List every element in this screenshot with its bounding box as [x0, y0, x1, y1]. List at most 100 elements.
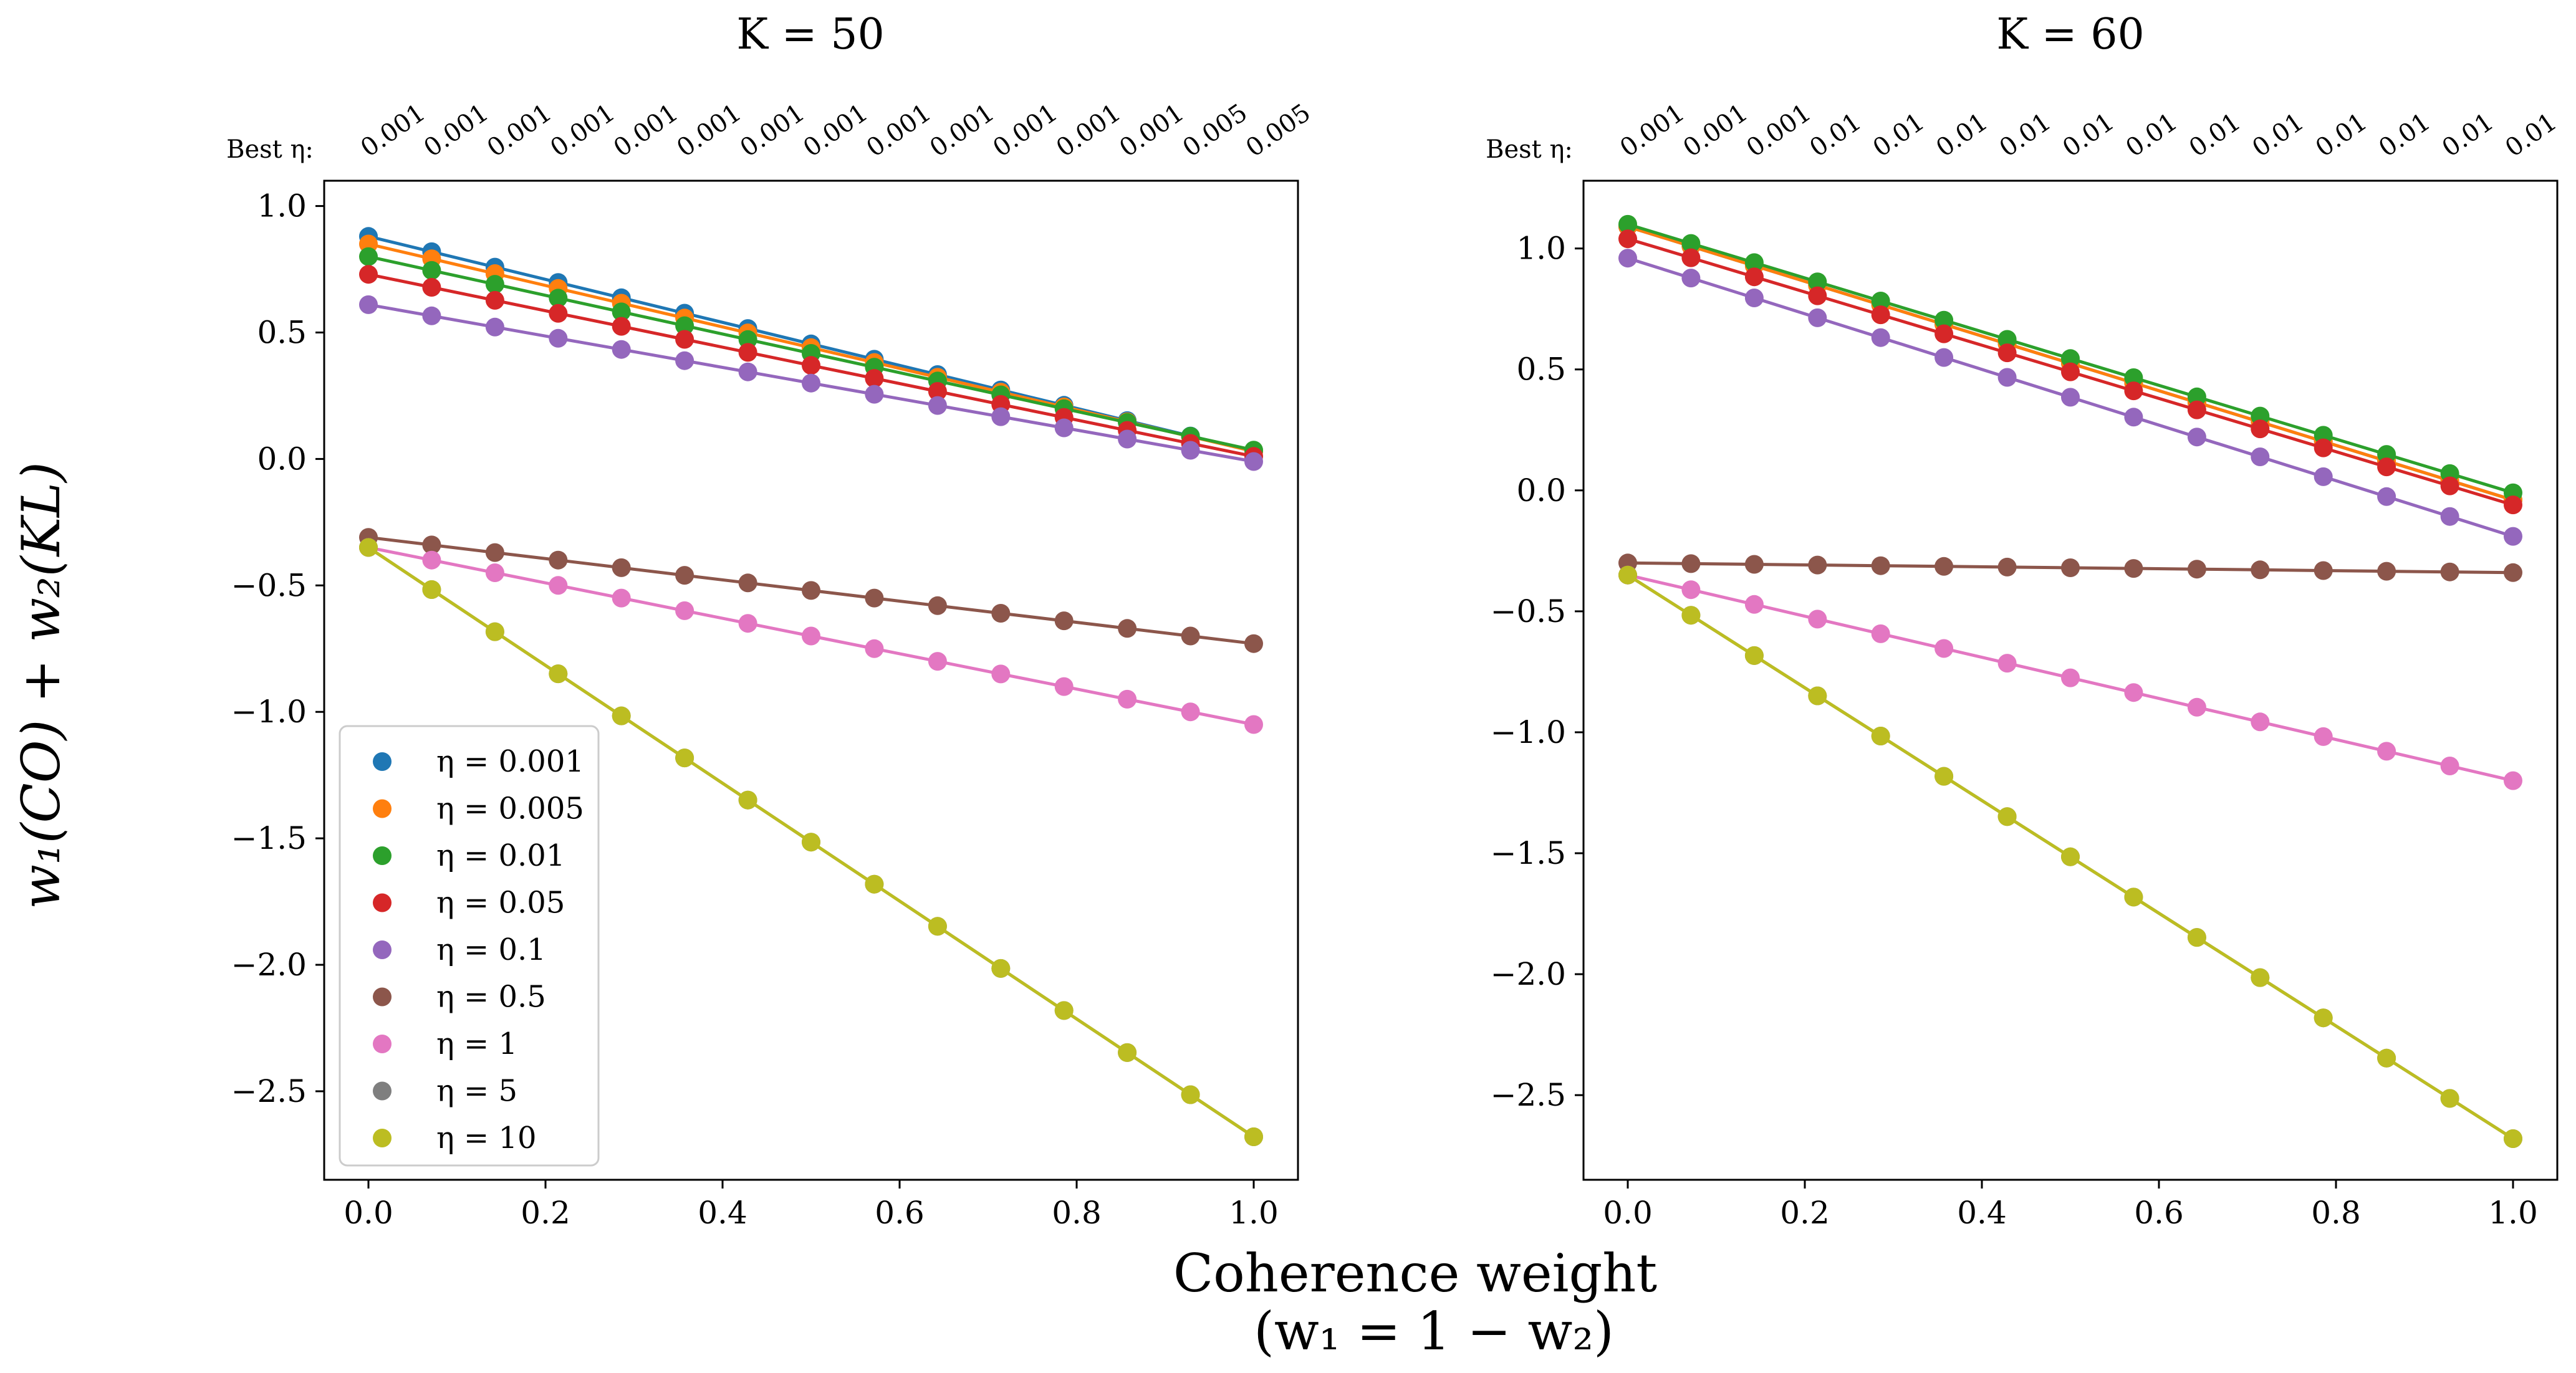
- data-point: [1808, 286, 1827, 305]
- data-point: [1997, 557, 2017, 576]
- panel-title: K = 50: [736, 10, 885, 59]
- data-point: [675, 316, 694, 335]
- axes-frame: [323, 179, 1299, 1181]
- data-point: [928, 652, 947, 671]
- data-point: [549, 328, 568, 348]
- best-eta-label: 0.005: [1241, 98, 1315, 163]
- data-point: [422, 535, 441, 555]
- data-point: [2124, 368, 2143, 387]
- best-eta-label: 0.01: [2121, 107, 2183, 163]
- best-eta-label: 0.001: [1615, 98, 1689, 163]
- data-point: [422, 550, 441, 570]
- data-point: [549, 289, 568, 308]
- x-tick-label: 0.6: [2134, 1195, 2184, 1231]
- data-point: [485, 543, 504, 562]
- data-point: [675, 566, 694, 585]
- legend-box: [339, 725, 600, 1167]
- data-point: [1744, 646, 1764, 665]
- data-point: [2124, 408, 2143, 427]
- x-tick-label: 0.0: [1603, 1195, 1653, 1231]
- data-point: [1054, 418, 1074, 438]
- data-point: [2187, 400, 2206, 419]
- data-point: [802, 356, 820, 375]
- data-point: [1744, 555, 1764, 574]
- data-point: [991, 959, 1011, 978]
- data-point: [675, 330, 694, 349]
- best-eta-label: 0.001: [1051, 98, 1126, 163]
- data-point: [2061, 388, 2080, 407]
- legend-label: η = 0.001: [436, 744, 584, 779]
- data-point: [549, 576, 568, 595]
- best-eta-label: 0.001: [545, 98, 620, 163]
- y-tick-label: −0.5: [1491, 593, 1566, 629]
- data-point: [1181, 441, 1200, 460]
- best-eta-label: 0.01: [1994, 107, 2056, 163]
- data-point: [359, 295, 378, 314]
- best-eta-label: 0.01: [2437, 107, 2499, 163]
- legend-label: η = 0.1: [436, 932, 546, 967]
- best-eta-label: 0.001: [862, 98, 936, 163]
- data-point: [991, 664, 1011, 684]
- legend-marker: [373, 1081, 392, 1101]
- y-tick-label: −2.0: [231, 947, 307, 983]
- x-tick-label: 0.4: [698, 1195, 747, 1231]
- data-point: [485, 622, 504, 641]
- data-point: [1808, 555, 1827, 575]
- x-tick-label: 1.0: [1229, 1195, 1279, 1231]
- data-point: [422, 580, 441, 599]
- data-point: [612, 340, 631, 359]
- data-point: [738, 573, 757, 593]
- data-point: [2504, 1129, 2522, 1148]
- data-point: [675, 749, 694, 768]
- data-point: [485, 563, 504, 582]
- data-point: [738, 362, 757, 381]
- data-point: [612, 302, 631, 322]
- y-tick-label: −1.0: [231, 694, 307, 730]
- data-point: [1681, 234, 1701, 253]
- x-axis-label-line1: Coherence weight: [1173, 1243, 1657, 1304]
- data-point: [928, 917, 947, 936]
- data-point: [2504, 771, 2522, 790]
- data-point: [1118, 619, 1137, 638]
- data-point: [1997, 330, 2017, 349]
- best-eta-label: 0.01: [1931, 107, 1992, 163]
- best-eta-label: 0.001: [798, 98, 873, 163]
- data-point: [422, 278, 441, 297]
- best-eta-label: 0.001: [608, 98, 683, 163]
- best-eta-label: 0.001: [1114, 98, 1189, 163]
- data-point: [2440, 1089, 2459, 1108]
- data-point: [1997, 368, 2017, 387]
- data-point: [2251, 560, 2270, 580]
- data-point: [2377, 457, 2396, 477]
- legend-label: η = 1: [436, 1026, 517, 1061]
- legend-marker: [373, 846, 392, 865]
- data-point: [991, 604, 1011, 623]
- data-point: [1681, 248, 1701, 267]
- data-point: [485, 317, 504, 337]
- data-point: [738, 614, 757, 633]
- data-point: [2314, 438, 2333, 457]
- data-point: [2504, 527, 2522, 546]
- data-point: [1997, 654, 2017, 673]
- legend-marker: [373, 893, 392, 912]
- data-point: [1681, 269, 1701, 288]
- best-eta-label: 0.01: [2500, 107, 2562, 163]
- data-point: [1997, 807, 2017, 826]
- data-point: [1934, 557, 1954, 576]
- data-point: [675, 351, 694, 370]
- x-tick-label: 0.4: [1957, 1195, 2007, 1231]
- data-point: [928, 396, 947, 415]
- data-point: [1871, 292, 1890, 310]
- data-point: [2061, 362, 2080, 381]
- data-point: [1244, 715, 1263, 734]
- y-tick-label: 1.0: [257, 188, 307, 224]
- best-eta-label: 0.001: [925, 98, 999, 163]
- x-tick-label: 0.2: [521, 1195, 570, 1231]
- data-point: [612, 588, 631, 608]
- data-point: [2124, 559, 2143, 578]
- legend-label: η = 0.01: [436, 838, 565, 873]
- data-point: [1871, 305, 1890, 325]
- data-point: [865, 385, 884, 404]
- panel-title: K = 60: [1996, 10, 2145, 59]
